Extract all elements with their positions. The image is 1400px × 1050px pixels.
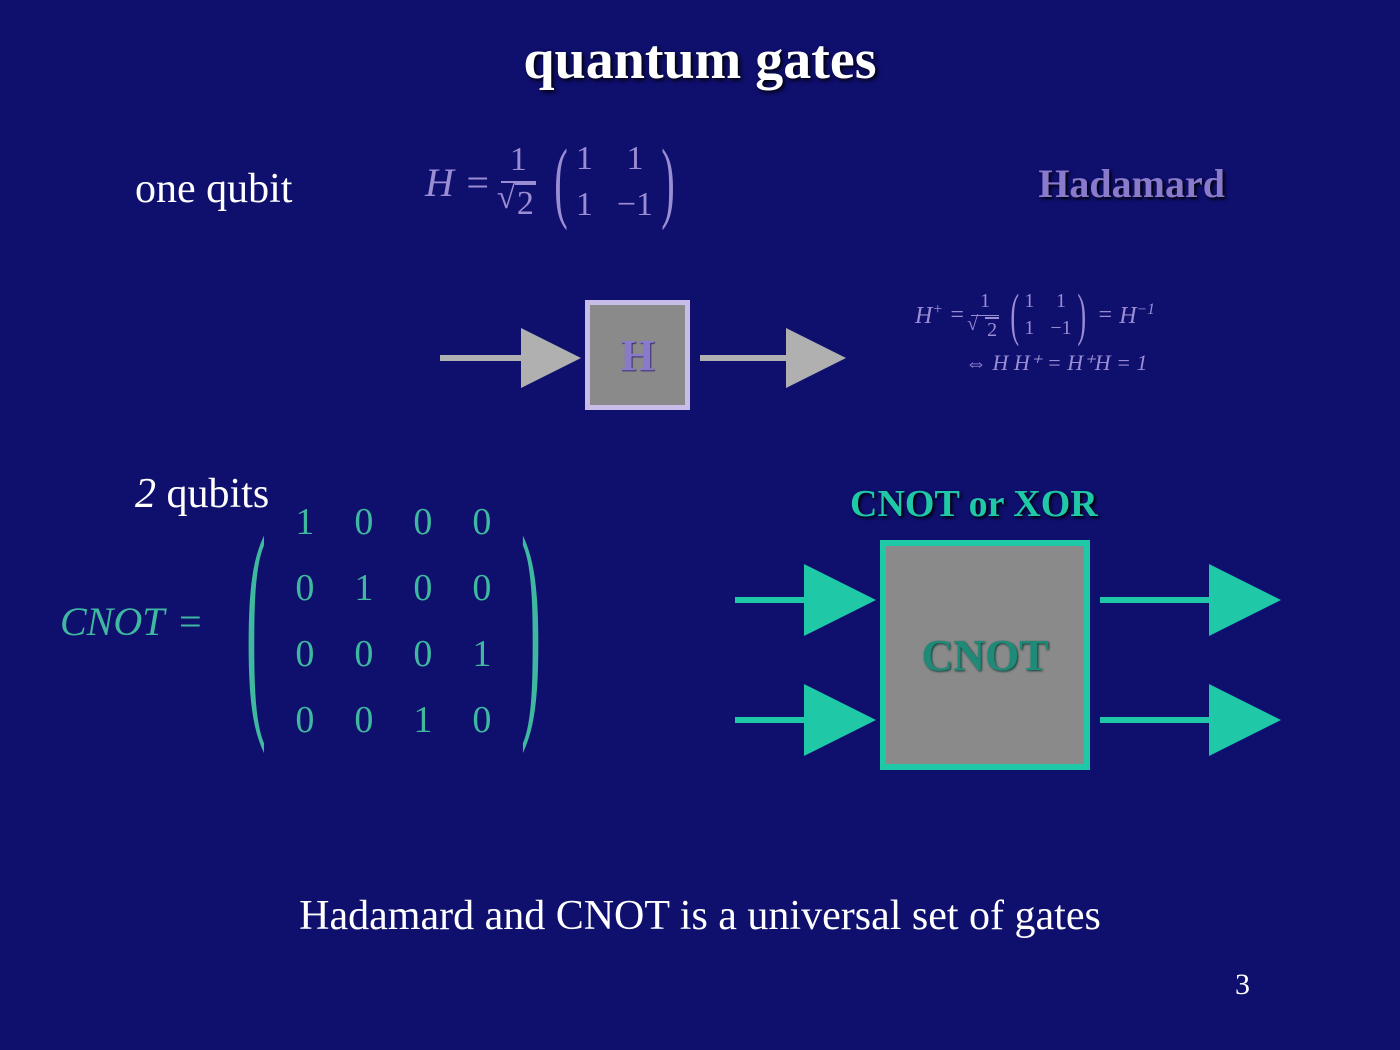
matrix-cell: 0 xyxy=(413,632,432,676)
matrix-cell: 0 xyxy=(472,566,491,610)
hadamard-symbol: H xyxy=(425,159,454,206)
matrix-cell: 0 xyxy=(354,698,373,742)
matrix-cell: 0 xyxy=(354,500,373,544)
matrix-cell: 1 xyxy=(576,140,593,178)
footer-statement: Hadamard and CNOT is a universal set of … xyxy=(0,892,1400,940)
matrix-cell: 0 xyxy=(472,698,491,742)
hadamard-formula: H = 1 2 ( 1 1 1 −1 ) xyxy=(425,140,683,224)
adjoint-row2: ⇔ H H⁺ = H⁺H = 1 xyxy=(965,350,1155,376)
label-hadamard: Hadamard xyxy=(1038,160,1225,207)
matrix-cell: −1 xyxy=(617,186,653,224)
matrix-cell: 1 xyxy=(576,186,593,224)
matrix-cell: 1 xyxy=(1050,290,1071,313)
cnot-matrix: ( 1 0 0 0 0 1 0 0 0 0 0 1 0 0 1 0 ) xyxy=(216,500,572,742)
matrix-cell: 1 xyxy=(354,566,373,610)
slide-title: quantum gates xyxy=(0,0,1400,92)
hadamard-matrix: ( 1 1 1 −1 ) xyxy=(546,140,683,224)
matrix-cell: 1 xyxy=(1024,290,1034,313)
page-number: 3 xyxy=(1235,968,1250,1002)
label-cnot-or-xor: CNOT or XOR xyxy=(850,482,1098,526)
matrix-cell: 0 xyxy=(295,632,314,676)
cnot-symbol: CNOT xyxy=(60,598,165,645)
matrix-cell: 1 xyxy=(413,698,432,742)
matrix-cell: 0 xyxy=(354,632,373,676)
matrix-cell: 0 xyxy=(295,566,314,610)
coeff-denominator: 2 xyxy=(501,181,536,221)
adjoint-row1: H+ = 1 2 ( 1 1 1 −1 ) = H−1 xyxy=(915,290,1155,340)
matrix-cell: 0 xyxy=(472,500,491,544)
cnot-formula: CNOT = ( 1 0 0 0 0 1 0 0 0 0 0 1 0 0 1 0… xyxy=(60,500,571,742)
matrix-cell: 1 xyxy=(617,140,653,178)
coeff-numerator: 1 xyxy=(510,143,527,181)
hadamard-coefficient: 1 2 xyxy=(501,143,536,221)
hadamard-gate-diagram: H xyxy=(440,300,860,425)
cnot-gate-diagram: CNOT xyxy=(735,540,1295,795)
equals-sign: = xyxy=(464,159,491,206)
matrix-cell: 0 xyxy=(295,698,314,742)
cnot-gate-box: CNOT xyxy=(880,540,1090,770)
hadamard-adjoint-formula: H+ = 1 2 ( 1 1 1 −1 ) = H−1 ⇔ H H⁺ = H⁺H… xyxy=(915,290,1155,376)
matrix-cell: 0 xyxy=(413,500,432,544)
matrix-cell: 0 xyxy=(413,566,432,610)
matrix-cell: 1 xyxy=(1024,317,1034,340)
matrix-cell: 1 xyxy=(472,632,491,676)
cnot-gate-label: CNOT xyxy=(921,630,1048,681)
label-one-qubit: one qubit xyxy=(135,165,292,213)
hadamard-gate-box: H xyxy=(585,300,690,410)
matrix-cell: 1 xyxy=(295,500,314,544)
matrix-cell: −1 xyxy=(1050,317,1071,340)
equals-sign: = xyxy=(177,598,204,645)
hadamard-gate-label: H xyxy=(620,330,654,381)
